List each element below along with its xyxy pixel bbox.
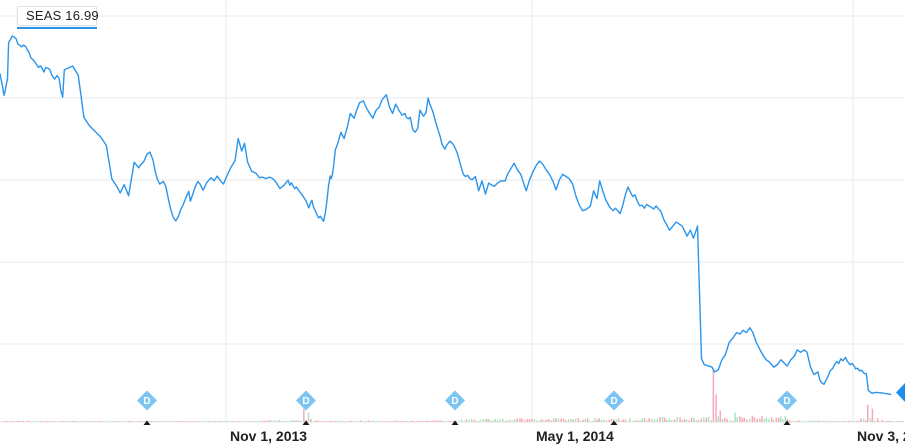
svg-text:D: D	[451, 396, 458, 407]
svg-text:D: D	[302, 396, 309, 407]
svg-text:D: D	[783, 396, 790, 407]
svg-text:D: D	[143, 396, 150, 407]
svg-text:D: D	[610, 396, 617, 407]
